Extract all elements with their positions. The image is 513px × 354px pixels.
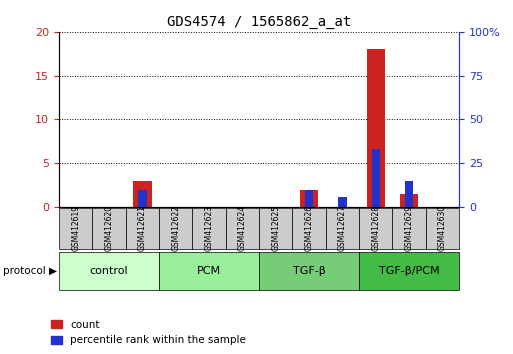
Text: control: control	[90, 266, 128, 276]
Bar	[338, 196, 347, 207]
Bar	[59, 252, 159, 290]
Text: GSM412629: GSM412629	[405, 205, 413, 251]
Text: GSM412627: GSM412627	[338, 205, 347, 251]
Text: protocol ▶: protocol ▶	[3, 266, 56, 276]
Bar	[371, 149, 380, 207]
Bar	[92, 208, 126, 249]
Bar	[259, 208, 292, 249]
Bar	[159, 208, 192, 249]
Bar	[159, 252, 259, 290]
Bar	[400, 194, 418, 207]
Legend: count, percentile rank within the sample: count, percentile rank within the sample	[51, 320, 246, 345]
Title: GDS4574 / 1565862_a_at: GDS4574 / 1565862_a_at	[167, 16, 351, 29]
Text: TGF-β/PCM: TGF-β/PCM	[379, 266, 440, 276]
Bar	[367, 50, 385, 207]
Text: GSM412619: GSM412619	[71, 205, 80, 251]
Text: GSM412626: GSM412626	[305, 205, 313, 251]
Text: GSM412621: GSM412621	[138, 205, 147, 251]
Text: GSM412623: GSM412623	[205, 205, 213, 251]
Text: TGF-β: TGF-β	[293, 266, 325, 276]
Text: GSM412620: GSM412620	[105, 205, 113, 251]
Bar	[59, 208, 92, 249]
Bar	[426, 208, 459, 249]
Bar	[138, 190, 147, 207]
Text: GSM412630: GSM412630	[438, 205, 447, 251]
Text: PCM: PCM	[197, 266, 221, 276]
Text: GSM412628: GSM412628	[371, 205, 380, 251]
Text: GSM412625: GSM412625	[271, 205, 280, 251]
Text: GSM412624: GSM412624	[238, 205, 247, 251]
Bar	[292, 208, 326, 249]
Bar	[192, 208, 226, 249]
Bar	[326, 208, 359, 249]
Text: GSM412622: GSM412622	[171, 205, 180, 251]
Bar	[126, 208, 159, 249]
Bar	[300, 190, 318, 207]
Bar	[405, 181, 413, 207]
Bar	[359, 208, 392, 249]
Bar	[133, 181, 151, 207]
Bar	[392, 208, 426, 249]
Bar	[259, 252, 359, 290]
Bar	[226, 208, 259, 249]
Bar	[305, 190, 313, 207]
Bar	[359, 252, 459, 290]
